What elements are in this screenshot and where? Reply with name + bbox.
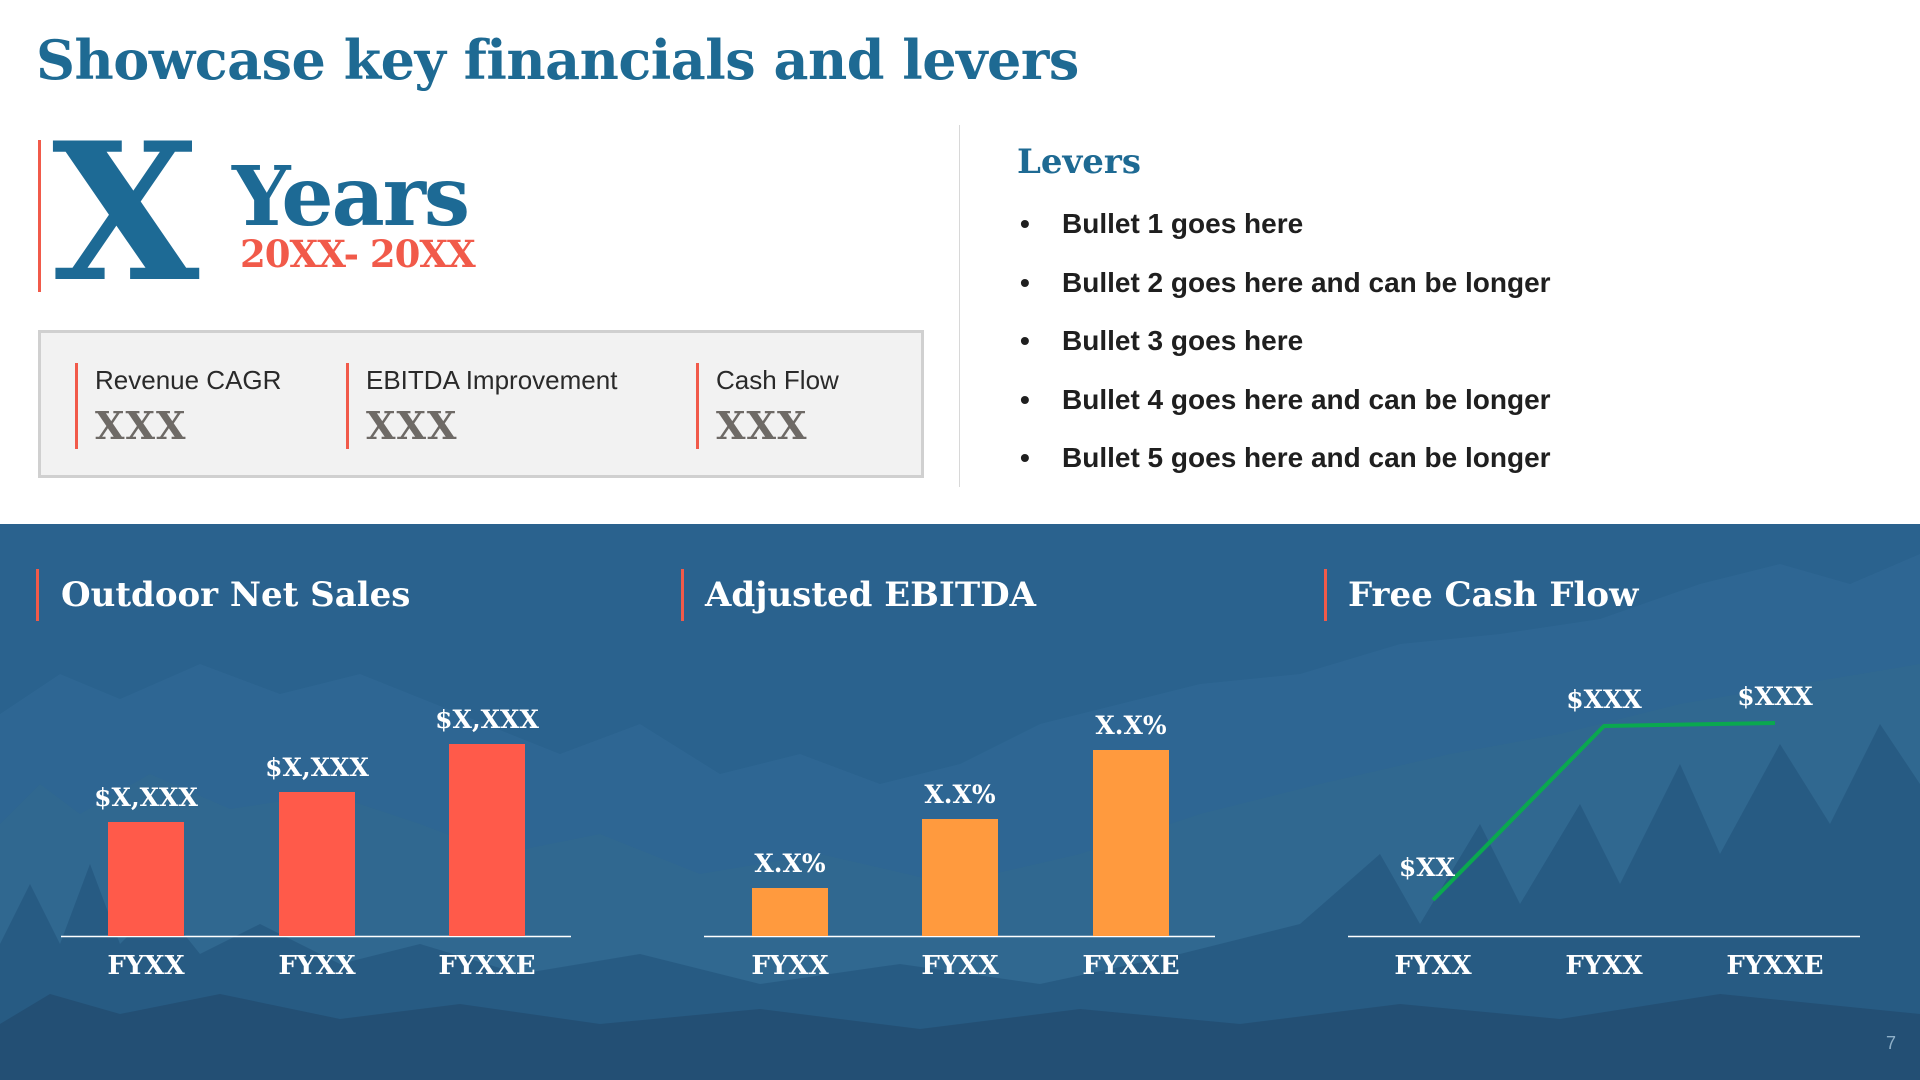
metrics-box: Revenue CAGR XXX EBITDA Improvement XXX … <box>38 330 924 478</box>
years-word: Years <box>232 149 470 245</box>
metric-value: XXX <box>366 403 458 448</box>
vertical-divider <box>959 125 960 487</box>
metric-accent-bar <box>346 363 349 449</box>
levers-heading: Levers <box>1017 142 1141 182</box>
data-label: $XXX <box>1566 685 1642 714</box>
list-item: • Bullet 4 goes here and can be longer <box>1017 376 1551 435</box>
charts-svg: $X,XXX $X,XXX $X,XXX FYXX FYXX FYXXE X.X% X.X% X… <box>61 682 1860 981</box>
bullet-dot: • <box>1020 208 1030 239</box>
bullet-text: Bullet 3 goes here <box>1062 325 1304 356</box>
data-label: $X,XXX <box>435 705 539 734</box>
data-label: X.X% <box>1095 711 1166 740</box>
years-accent-bar <box>38 140 41 292</box>
bullet-text: Bullet 5 goes here and can be longer <box>1062 442 1551 473</box>
panel-accent-bar <box>36 569 39 621</box>
forest-background-image <box>0 554 1920 1080</box>
panel-title-adjusted-ebitda: Adjusted EBITDA <box>705 575 1036 615</box>
x-tick-label: FYXX <box>1394 951 1472 981</box>
panel-accent-bar <box>1324 569 1327 621</box>
metric-label: EBITDA Improvement <box>366 365 618 395</box>
panel-title-free-cash-flow: Free Cash Flow <box>1348 575 1639 615</box>
data-label: $X,XXX <box>94 783 198 812</box>
metric-accent-bar <box>696 363 699 449</box>
list-item: • Bullet 2 goes here and can be longer <box>1017 259 1551 318</box>
list-item: • Bullet 1 goes here <box>1017 200 1551 259</box>
bullet-dot: • <box>1020 383 1030 415</box>
list-item: • Bullet 5 goes here and can be longer <box>1017 434 1551 493</box>
bullet-text: Bullet 4 goes here and can be longer <box>1062 383 1551 415</box>
metric-value: XXX <box>95 403 187 448</box>
x-tick-label: FYXX <box>278 951 356 981</box>
bar <box>449 744 525 936</box>
data-label: $XX <box>1399 853 1456 882</box>
levers-list: • Bullet 1 goes here • Bullet 2 goes here … <box>1017 200 1551 493</box>
metric-label: Cash Flow <box>716 365 839 395</box>
data-label: X.X% <box>924 780 995 809</box>
charts-band: Outdoor Net Sales Adjusted EBITDA Free C… <box>0 524 1920 1080</box>
years-range: 20XX- 20XX <box>240 232 476 276</box>
metric-accent-bar <box>75 363 78 449</box>
big-x-letter: X <box>52 101 199 324</box>
x-tick-label: FYXX <box>107 951 185 981</box>
bar <box>108 822 184 936</box>
bullet-text: Bullet 2 goes here and can be longer <box>1062 266 1551 298</box>
bullet-dot: • <box>1020 442 1030 473</box>
list-item: • Bullet 3 goes here <box>1017 317 1551 376</box>
bar <box>752 888 828 936</box>
x-tick-label: FYXXE <box>438 951 535 981</box>
bar <box>922 819 998 936</box>
panel-accent-bar <box>681 569 684 621</box>
x-tick-label: FYXXE <box>1082 951 1179 981</box>
bullet-text: Bullet 1 goes here <box>1062 208 1304 239</box>
metric-value: XXX <box>716 403 808 448</box>
bar <box>279 792 355 936</box>
x-tick-label: FYXX <box>921 951 999 981</box>
metric-label: Revenue CAGR <box>95 365 282 395</box>
bar <box>1093 750 1169 936</box>
data-label: $X,XXX <box>265 753 369 782</box>
data-label: X.X% <box>754 849 825 878</box>
x-tick-label: FYXXE <box>1726 951 1823 981</box>
bullet-dot: • <box>1020 266 1030 298</box>
series-line <box>1431 721 1776 902</box>
bullet-dot: • <box>1020 325 1030 356</box>
panel-title-outdoor-net-sales: Outdoor Net Sales <box>61 575 411 615</box>
slide-title: Showcase key financials and levers <box>36 28 1079 92</box>
x-tick-label: FYXX <box>751 951 829 981</box>
page-number: 7 <box>1885 1033 1896 1053</box>
data-label: $XXX <box>1737 682 1813 711</box>
x-tick-label: FYXX <box>1565 951 1643 981</box>
